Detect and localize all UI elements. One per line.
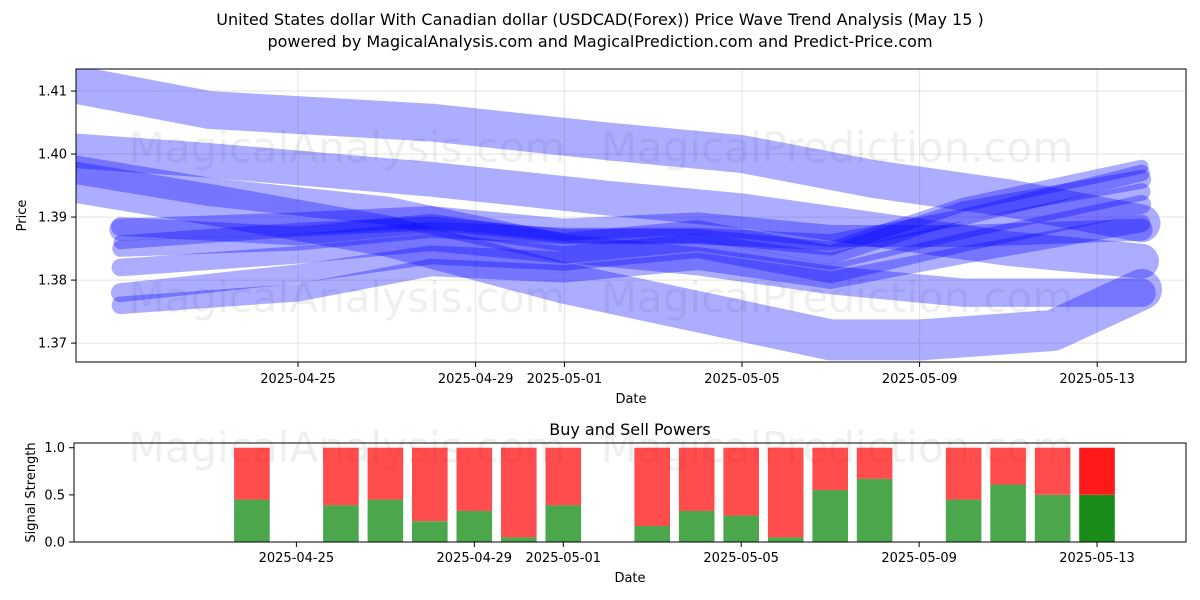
sell-bar — [634, 447, 670, 526]
x-tick-label: 2025-04-25 — [260, 372, 336, 387]
wave-band — [110, 169, 1152, 265]
sell-bar — [367, 447, 404, 500]
watermark-text: MagicalAnalysis.com — [129, 273, 566, 322]
x-tick-label: 2025-05-01 — [527, 372, 603, 387]
sell-bar — [812, 447, 848, 491]
sell-bar — [990, 447, 1026, 485]
buy-bar — [1034, 494, 1071, 542]
x-tick-label: 2025-05-01 — [525, 551, 601, 566]
wave-band — [76, 161, 1163, 361]
sell-bar — [234, 447, 270, 500]
sell-bar — [501, 447, 537, 538]
sell-bar — [1079, 447, 1115, 495]
x-tick-label: 2025-05-13 — [1059, 372, 1135, 387]
sell-bar — [723, 447, 759, 516]
wave-band — [112, 164, 1150, 257]
wave-band — [113, 159, 1149, 256]
sell-bar — [767, 447, 804, 538]
sell-bar — [323, 447, 359, 506]
wave-band — [109, 206, 1153, 248]
buy-bar — [545, 505, 582, 542]
sell-bar — [412, 447, 448, 522]
buy-bar — [234, 499, 270, 542]
plot-frame — [73, 442, 1187, 543]
y-tick-label: 1.38 — [38, 274, 67, 289]
buy-bar — [990, 484, 1026, 542]
sell-bar — [856, 447, 893, 479]
wave-band — [76, 155, 1156, 307]
sell-bar — [945, 447, 982, 500]
sell-bar — [1034, 447, 1071, 495]
y-tick-label: 1.39 — [38, 211, 67, 226]
wave-band — [111, 214, 1151, 315]
y-tick-label: 1.0 — [44, 441, 65, 456]
x-tick-label: 2025-05-13 — [1059, 551, 1135, 566]
x-tick-label: 2025-05-09 — [881, 551, 957, 566]
price-wave-plot: MagicalAnalysis.com MagicalPrediction.com… — [15, 68, 1187, 407]
buy-bar — [456, 510, 493, 542]
buy-bar — [367, 499, 404, 542]
sell-bar — [545, 447, 582, 506]
buy-bar — [634, 526, 670, 542]
buy-bar — [856, 478, 893, 542]
buy-sell-title: Buy and Sell Powers — [549, 420, 711, 439]
buy-bar — [945, 499, 982, 542]
wave-band — [76, 69, 1161, 243]
x-tick-label: 2025-05-05 — [703, 551, 779, 566]
y-tick-label: 0.0 — [44, 536, 65, 551]
sell-bar — [456, 447, 493, 511]
y-tick-label: 1.40 — [38, 148, 67, 163]
x-tick-label: 2025-05-09 — [882, 372, 958, 387]
buy-bar — [767, 537, 804, 542]
chart-title-line1: United States dollar With Canadian dolla… — [216, 10, 983, 29]
y-tick-label: 1.37 — [38, 337, 67, 352]
buy-bar — [723, 515, 759, 542]
wave-band — [76, 133, 1159, 279]
watermark-text: MagicalAnalysis.com — [129, 123, 566, 172]
x-axis-label: Date — [614, 571, 645, 586]
plot-frame — [75, 68, 1187, 363]
x-tick-label: 2025-04-29 — [437, 551, 513, 566]
y-tick-label: 0.5 — [44, 488, 65, 503]
buy-bar — [323, 505, 359, 542]
chart-title-line2: powered by MagicalAnalysis.com and Magic… — [267, 32, 932, 51]
y-axis-label: Price — [15, 200, 30, 232]
wave-band — [111, 183, 1151, 277]
y-axis-label: Signal Strength — [24, 442, 39, 542]
watermark-text: MagicalPrediction.com — [601, 273, 1074, 322]
wave-bands — [76, 69, 1163, 361]
watermark-text: MagicalPrediction.com — [601, 123, 1074, 172]
buy-bar — [812, 490, 848, 542]
x-tick-label: 2025-05-05 — [704, 372, 780, 387]
sell-bar — [678, 447, 715, 511]
buy-sell-plot: MagicalAnalysis.com MagicalPrediction.com… — [24, 423, 1187, 586]
y-tick-label: 1.41 — [38, 85, 67, 100]
buy-bar — [678, 510, 715, 542]
x-tick-label: 2025-04-29 — [438, 372, 514, 387]
buy-bar — [1079, 494, 1115, 542]
buy-bar — [412, 521, 448, 542]
wave-band — [110, 195, 1152, 303]
x-tick-label: 2025-04-25 — [259, 551, 335, 566]
x-axis-label: Date — [615, 392, 646, 407]
buy-bar — [501, 537, 537, 542]
